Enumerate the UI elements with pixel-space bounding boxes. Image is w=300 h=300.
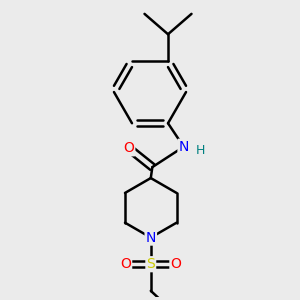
Text: O: O — [170, 257, 181, 271]
Text: O: O — [120, 257, 131, 271]
Text: N: N — [178, 140, 189, 154]
Text: S: S — [146, 257, 155, 271]
Text: O: O — [123, 141, 134, 155]
Text: H: H — [195, 144, 205, 157]
Text: N: N — [146, 231, 156, 244]
